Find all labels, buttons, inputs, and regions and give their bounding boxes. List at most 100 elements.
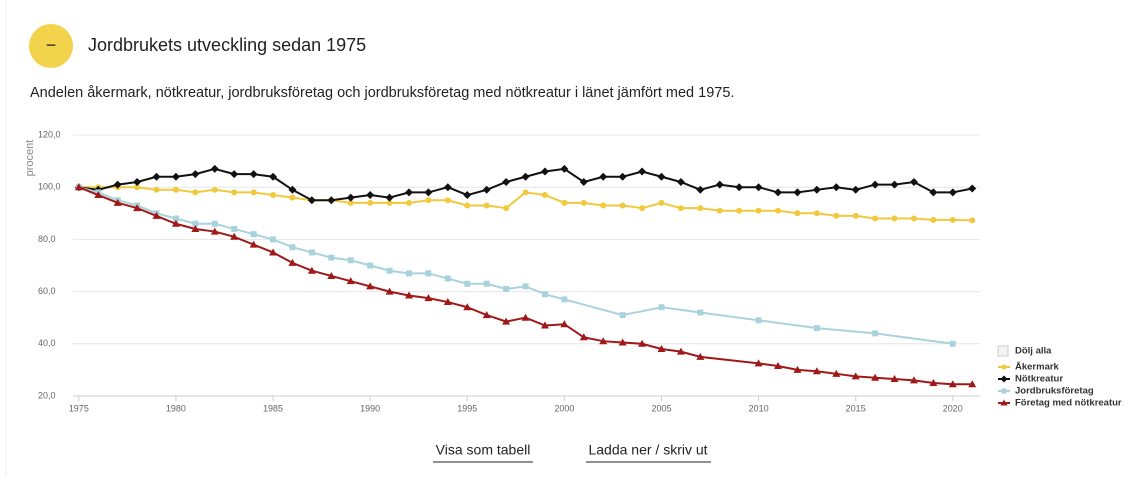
point	[249, 240, 258, 248]
point	[133, 177, 142, 186]
legend-label[interactable]: Åkermark	[1015, 362, 1060, 373]
point	[288, 258, 297, 266]
point	[638, 167, 647, 176]
point	[288, 185, 297, 194]
point	[385, 287, 394, 295]
point	[968, 380, 977, 388]
point	[852, 212, 859, 219]
point	[250, 189, 257, 196]
table-link[interactable]: Visa som tabell	[436, 442, 531, 458]
point	[425, 197, 432, 204]
toggle-button[interactable]	[29, 24, 73, 68]
y-tick-label: 100,0	[38, 182, 61, 192]
point	[618, 172, 627, 181]
point	[755, 207, 762, 214]
point	[755, 317, 762, 324]
point	[134, 184, 141, 191]
x-tick-label: 1975	[69, 403, 89, 413]
point	[872, 330, 879, 337]
x-tick-label: 1990	[360, 403, 380, 413]
point	[502, 317, 511, 325]
point	[113, 180, 122, 189]
point	[851, 372, 860, 380]
y-tick-label: 120,0	[38, 129, 61, 139]
legend-toggle[interactable]: Dölj alla	[1015, 346, 1052, 357]
point	[210, 227, 219, 235]
x-tick-label: 2015	[846, 403, 866, 413]
point	[871, 180, 880, 189]
point	[793, 188, 802, 197]
point	[696, 185, 705, 194]
download-link[interactable]: Ladda ner / skriv ut	[588, 442, 707, 458]
legend-toggle-box[interactable]	[997, 345, 1009, 357]
chart-title: Jordbrukets utveckling sedan 1975	[88, 35, 366, 55]
x-tick-label: 1985	[263, 403, 283, 413]
point	[891, 215, 898, 222]
point	[94, 191, 103, 199]
point	[269, 248, 278, 256]
y-tick-label: 40,0	[38, 338, 56, 348]
point	[676, 177, 685, 186]
point	[949, 340, 956, 347]
point	[367, 262, 374, 269]
point	[657, 172, 666, 181]
point	[463, 191, 472, 200]
point	[444, 197, 451, 204]
point	[327, 196, 336, 205]
point	[443, 298, 452, 306]
point	[579, 177, 588, 186]
point	[929, 188, 938, 197]
point	[716, 207, 723, 214]
point	[482, 311, 491, 319]
point	[774, 361, 783, 369]
point	[483, 202, 490, 209]
point	[230, 170, 239, 179]
point	[522, 283, 529, 290]
point	[560, 164, 569, 173]
point	[949, 216, 956, 223]
point	[696, 352, 705, 360]
point	[366, 191, 375, 200]
point	[210, 164, 219, 173]
x-tick-label: 2000	[554, 403, 574, 413]
legend-marker	[1000, 375, 1008, 383]
point	[191, 224, 200, 232]
point	[851, 185, 860, 194]
legend-label[interactable]: Företag med nötkreatur	[1015, 398, 1122, 409]
point	[231, 189, 238, 196]
legend-marker	[1000, 399, 1008, 406]
point	[929, 378, 938, 386]
point	[794, 210, 801, 217]
y-axis-label: procent	[24, 140, 36, 177]
point	[385, 193, 394, 202]
point	[405, 270, 412, 277]
point	[754, 183, 763, 192]
point	[580, 199, 587, 206]
point	[561, 296, 568, 303]
point	[503, 205, 510, 212]
point	[638, 339, 647, 347]
point	[270, 236, 277, 243]
point	[347, 257, 354, 264]
point	[230, 232, 239, 240]
point	[386, 199, 393, 206]
y-tick-label: 60,0	[38, 286, 56, 296]
x-tick-label: 2020	[943, 403, 963, 413]
toggle-icon[interactable]: −	[46, 35, 57, 55]
legend-marker	[1001, 388, 1007, 394]
x-tick-label: 2010	[749, 403, 769, 413]
legend-label[interactable]: Jordbruksföretag	[1015, 386, 1094, 397]
point	[793, 365, 802, 373]
legend-label[interactable]: Nötkreatur	[1015, 374, 1063, 385]
point	[171, 219, 180, 227]
point	[424, 188, 433, 197]
point	[289, 194, 296, 201]
y-tick-label: 20,0	[38, 390, 56, 400]
point	[619, 312, 626, 319]
point	[133, 204, 142, 212]
point	[812, 367, 821, 375]
point	[269, 172, 278, 181]
point	[270, 192, 277, 199]
point	[890, 180, 899, 189]
point	[404, 291, 413, 299]
